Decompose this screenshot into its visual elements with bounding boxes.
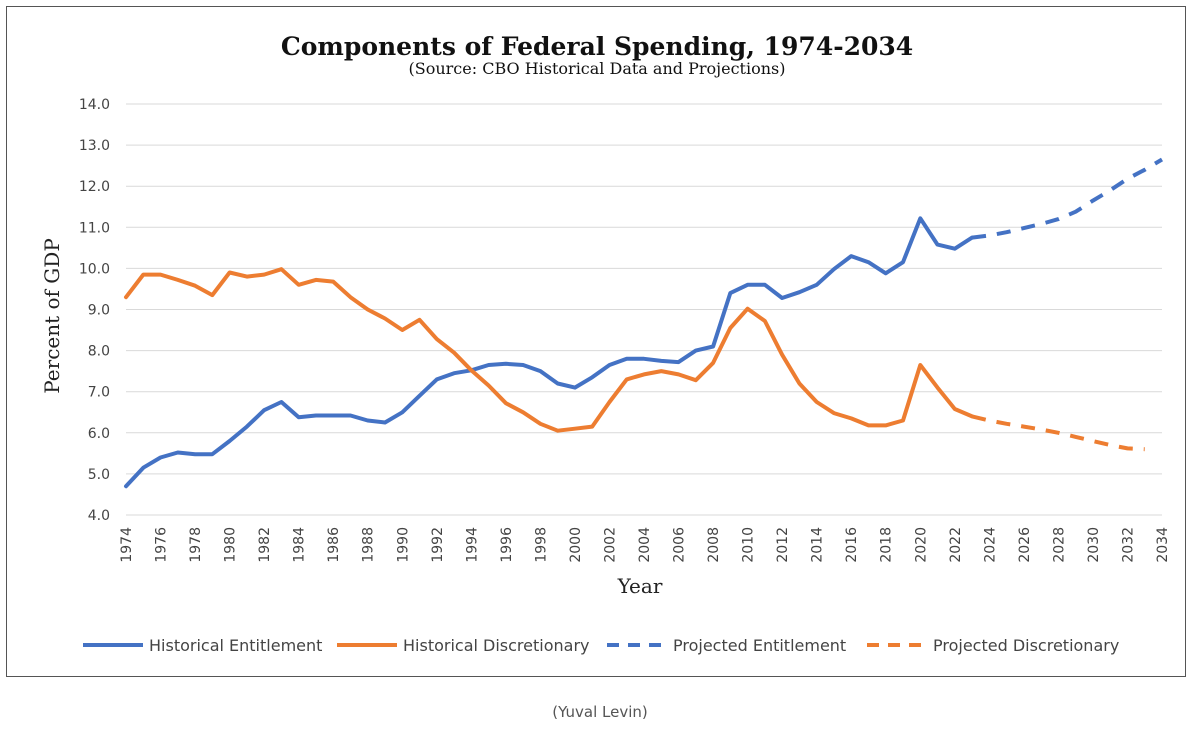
x-tick-label: 2020 [913, 527, 929, 563]
chart-frame: Components of Federal Spending, 1974-203… [6, 6, 1186, 677]
x-tick-label: 2012 [775, 527, 791, 563]
x-tick-label: 1974 [119, 527, 135, 563]
y-tick-label: 8.0 [88, 344, 110, 360]
x-tick-label: 1978 [188, 527, 204, 563]
gridlines [126, 103, 1162, 516]
x-tick-label: 2032 [1120, 527, 1136, 563]
x-tick-label: 2030 [1086, 527, 1102, 563]
x-tick-label: 1976 [154, 527, 170, 563]
x-tick-label: 1994 [464, 527, 480, 563]
y-axis-ticks: 4.0 5.0 6.0 7.0 8.0 9.0 10.0 11.0 12.0 13.0 14.0 [79, 97, 110, 524]
chart: Components of Federal Spending, 1974-203… [40, 32, 1171, 655]
x-tick-label: 2014 [810, 527, 826, 563]
y-axis-label: Percent of GDP [40, 238, 64, 394]
series-line-historical-entitlement [124, 216, 975, 489]
y-tick-label: 13.0 [79, 138, 110, 154]
x-axis-ticks: 1974 1976 1978 1980 1982 1984 1986 1988 1990 1992… [119, 527, 1171, 563]
x-tick-label: 1980 [223, 527, 239, 563]
x-tick-label: 1996 [499, 527, 515, 563]
x-tick-label: 1984 [292, 527, 308, 563]
series-line-projected-discretionary [971, 414, 1145, 452]
x-tick-label: 1998 [533, 527, 549, 563]
chart-title: Components of Federal Spending, 1974-203… [281, 32, 913, 61]
x-axis-label: Year [617, 574, 663, 598]
x-tick-label: 2010 [741, 527, 757, 563]
x-tick-label: 2034 [1155, 527, 1171, 563]
x-tick-label: 2024 [982, 527, 998, 563]
x-tick-label: 2018 [879, 527, 895, 563]
series-line-historical-discretionary [124, 267, 975, 433]
x-tick-label: 2008 [706, 527, 722, 563]
legend-label: Projected Discretionary [933, 636, 1119, 655]
y-tick-label: 4.0 [88, 508, 110, 524]
x-tick-label: 2022 [948, 527, 964, 563]
y-tick-label: 14.0 [79, 97, 110, 113]
legend: Historical Entitlement Historical Discret… [83, 636, 1119, 655]
y-tick-label: 6.0 [88, 426, 110, 442]
x-tick-label: 1986 [326, 527, 342, 563]
y-tick-label: 10.0 [79, 261, 110, 277]
y-tick-label: 11.0 [79, 220, 110, 236]
x-tick-label: 1988 [361, 527, 377, 563]
y-tick-label: 5.0 [88, 467, 110, 483]
image-caption: (Yuval Levin) [552, 703, 648, 721]
x-tick-label: 2004 [637, 527, 653, 563]
legend-label: Historical Discretionary [403, 636, 590, 655]
x-tick-label: 1982 [257, 527, 273, 563]
x-tick-label: 2016 [844, 527, 860, 563]
x-tick-label: 1992 [430, 527, 446, 563]
x-tick-label: 2002 [602, 527, 618, 563]
series-line-projected-entitlement [971, 157, 1164, 240]
legend-label: Historical Entitlement [149, 636, 322, 655]
series-lines [124, 157, 1164, 489]
x-tick-label: 2000 [568, 527, 584, 563]
x-tick-label: 1990 [395, 527, 411, 563]
legend-label: Projected Entitlement [673, 636, 846, 655]
y-tick-label: 12.0 [79, 179, 110, 195]
x-tick-label: 2026 [1017, 527, 1033, 563]
x-tick-label: 2006 [672, 527, 688, 563]
y-tick-label: 7.0 [88, 385, 110, 401]
chart-subtitle: (Source: CBO Historical Data and Project… [409, 59, 786, 78]
y-tick-label: 9.0 [88, 303, 110, 319]
x-tick-label: 2028 [1051, 527, 1067, 563]
